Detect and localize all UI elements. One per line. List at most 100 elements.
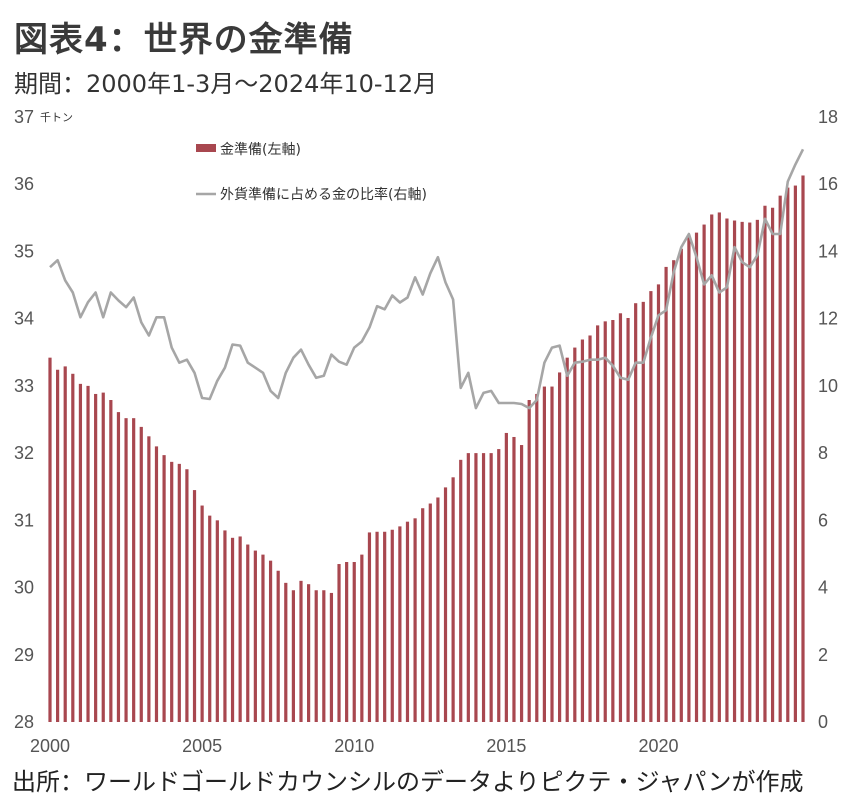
bar	[664, 266, 668, 722]
bar	[588, 335, 592, 722]
bar	[618, 313, 623, 722]
bar	[603, 321, 607, 722]
bar	[489, 453, 493, 722]
left-tick-label: 32	[14, 443, 34, 463]
bar	[451, 477, 455, 722]
bar	[497, 449, 501, 722]
bar	[352, 562, 356, 722]
bar	[732, 220, 737, 722]
bar	[481, 453, 486, 722]
bar	[139, 426, 143, 722]
bar	[116, 412, 121, 722]
bar	[428, 503, 432, 722]
bar	[672, 260, 676, 722]
bar	[770, 207, 775, 722]
bar	[215, 520, 219, 722]
bar	[71, 373, 75, 722]
legend: 金準備(左軸) 外貨準備に占める金の比率(右軸)	[196, 142, 427, 203]
right-tick-label: 4	[818, 578, 828, 598]
bar	[261, 554, 265, 722]
bar	[519, 445, 524, 722]
bar	[580, 339, 585, 722]
bar	[314, 590, 318, 722]
bar	[786, 187, 790, 723]
right-tick-label: 10	[818, 376, 838, 396]
bar	[345, 562, 349, 722]
right-tick-label: 14	[818, 241, 838, 261]
bar	[63, 366, 67, 722]
bar	[322, 590, 326, 722]
bar	[177, 463, 181, 722]
x-tick-label: 2005	[182, 736, 222, 756]
x-tick-label: 2015	[486, 736, 526, 756]
left-tick-label: 29	[14, 645, 34, 665]
left-axis: 37 36 35 34 33 32 31 30 29 28	[14, 107, 34, 732]
bar	[565, 357, 569, 722]
bar	[679, 248, 683, 722]
left-tick-label: 34	[14, 309, 34, 329]
bar	[337, 564, 341, 722]
bar	[124, 418, 128, 722]
bar	[185, 469, 189, 722]
bar	[626, 317, 630, 722]
right-axis: 18 16 14 12 10 8 6 4 2 0	[818, 107, 838, 732]
right-tick-label: 12	[818, 309, 838, 329]
bar-series	[48, 175, 805, 723]
bar	[268, 560, 273, 722]
bar	[367, 532, 372, 722]
left-tick-label: 35	[14, 241, 34, 261]
bar	[299, 580, 303, 722]
right-tick-label: 6	[818, 510, 828, 530]
bar	[284, 582, 288, 722]
right-tick-label: 18	[818, 107, 838, 127]
left-tick-label: 31	[14, 510, 34, 530]
bar	[702, 224, 706, 723]
bar	[170, 461, 174, 722]
chart-title: 図表4：世界の金準備	[14, 20, 354, 60]
bar	[109, 400, 113, 722]
bar	[238, 536, 242, 722]
x-tick-label: 2010	[334, 736, 374, 756]
chart-period: 期間：2000年1-3月～2024年10-12月	[14, 70, 438, 98]
legend-bar-label: 金準備(左軸)	[220, 142, 301, 158]
bar	[634, 303, 638, 722]
bar	[162, 455, 166, 722]
bar	[550, 386, 554, 722]
bar	[383, 531, 387, 722]
bar	[717, 212, 721, 722]
bar	[94, 393, 98, 722]
bar	[527, 400, 531, 722]
source-note: 出所：ワールドゴールドカウンシルのデータよりピクテ・ジャパンが作成	[12, 768, 804, 796]
line-series-ratio	[49, 148, 805, 410]
bar	[793, 185, 797, 723]
bar	[192, 490, 197, 722]
left-tick-label: 37	[14, 107, 34, 127]
bar	[147, 436, 151, 722]
bar	[763, 205, 767, 722]
bar	[596, 325, 600, 722]
left-tick-label: 36	[14, 174, 34, 194]
bar	[656, 284, 661, 722]
bar	[725, 218, 729, 722]
right-tick-label: 2	[818, 645, 828, 665]
bar	[223, 530, 227, 722]
bar	[710, 214, 714, 722]
bar	[778, 195, 782, 722]
bar	[474, 453, 478, 722]
bar	[307, 584, 311, 722]
bar	[436, 497, 440, 722]
bar	[398, 526, 402, 722]
bar	[154, 446, 159, 722]
bar	[535, 393, 539, 722]
bar	[649, 291, 653, 722]
bar	[459, 459, 463, 722]
bar	[132, 418, 136, 722]
bar	[375, 531, 379, 722]
bar	[421, 508, 425, 722]
bar	[230, 537, 235, 722]
bar	[246, 544, 250, 722]
left-tick-label: 33	[14, 376, 34, 396]
bar	[694, 232, 699, 722]
bar	[542, 386, 546, 722]
